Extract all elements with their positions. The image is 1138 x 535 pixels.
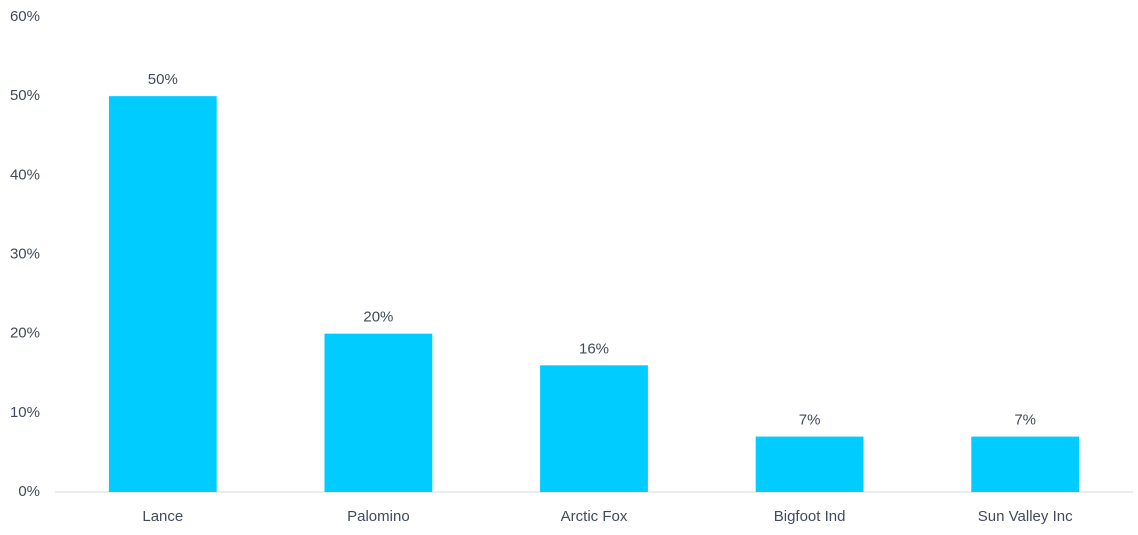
value-label: 50% <box>148 71 178 88</box>
y-tick-label: 0% <box>18 483 40 500</box>
x-tick-label: Sun Valley Inc <box>978 508 1073 525</box>
bar <box>324 333 433 492</box>
bar <box>971 436 1080 492</box>
bar <box>108 96 217 493</box>
value-label: 16% <box>579 340 609 357</box>
x-tick-label: Lance <box>142 508 183 525</box>
y-tick-label: 60% <box>10 8 40 25</box>
bar <box>540 365 648 492</box>
y-tick-label: 30% <box>10 245 40 262</box>
bar <box>755 436 864 492</box>
x-tick-label: Bigfoot Ind <box>774 508 846 525</box>
y-tick-label: 10% <box>10 404 40 421</box>
x-tick-label: Arctic Fox <box>561 508 628 525</box>
y-tick-label: 20% <box>10 325 40 342</box>
value-label: 7% <box>1014 412 1036 429</box>
y-tick-label: 50% <box>10 87 40 104</box>
y-tick-label: 40% <box>10 166 40 183</box>
value-label: 7% <box>799 412 821 429</box>
x-tick-label: Palomino <box>347 508 410 525</box>
value-label: 20% <box>363 309 393 326</box>
